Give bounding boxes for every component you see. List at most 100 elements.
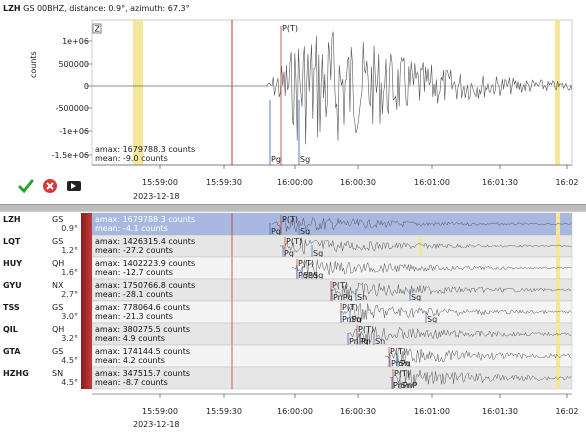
station-code: GTA (3, 347, 21, 356)
top-time-tick-label: 15:59:30 (206, 178, 242, 187)
trace-status-bar (81, 279, 92, 301)
toolbar (18, 177, 82, 195)
trace-amplitude-info: amax: 1402223.9 counts mean: -12.7 counts (95, 259, 195, 277)
trace-mean: mean: -12.7 counts (95, 268, 173, 277)
time-window-highlight (555, 20, 560, 165)
station-code: HUY (3, 259, 22, 268)
pick-label-sg: Sg (300, 155, 310, 164)
trace-row-label[interactable]: LZH GS 0.9° (0, 213, 92, 235)
trace-row-label[interactable]: GYU NX 2.7° (0, 279, 92, 301)
time-window-highlight (556, 323, 560, 345)
network-code: SN (52, 369, 64, 378)
pick-label-p-theory: P(T) (298, 259, 314, 268)
top-time-tick-label: 16:01:00 (414, 178, 450, 187)
top-time-tick-label: 16:00:00 (277, 178, 313, 187)
epicentral-distance: 0.9° (61, 224, 78, 233)
bottom-time-tick-label: 16:01:30 (482, 407, 518, 416)
epicentral-distance: 4.5° (61, 378, 78, 387)
next-button[interactable] (66, 178, 82, 194)
y-axis-label: counts (29, 51, 38, 78)
trace-waveform (279, 237, 572, 255)
trace-amax: amax: 1750766.8 counts (95, 281, 196, 290)
pick-label-phase: PnPnP (393, 381, 418, 390)
trace-row-label[interactable]: QIL QH 3.2° (0, 323, 92, 345)
trace-info: GS 00BHZ, distance: 0.9°, azimuth: 67.3° (23, 4, 190, 13)
trace-row[interactable]: P(T)Pg Sg (91, 234, 573, 258)
bottom-time-axis: 15:59:00 15:59:30 16:00:00 16:00:30 16:01:00… (92, 393, 579, 429)
top-amax: amax: 1679788.3 counts (95, 145, 195, 154)
trace-status-bar (81, 367, 92, 389)
station-code: TSS (3, 303, 20, 312)
top-time-tick-label: 16:00:30 (340, 178, 376, 187)
trace-row[interactable]: P(T)Pg Sg (91, 212, 573, 236)
pick-label-phase: Pg (271, 227, 281, 236)
checkmark-icon (18, 179, 34, 194)
trace-mean: mean: 4.9 counts (95, 334, 165, 343)
top-axis-date: 2023-12-18 (133, 192, 180, 201)
station-code: LQT (3, 237, 21, 246)
accept-button[interactable] (18, 178, 34, 194)
trace-amax: amax: 347515.7 counts (95, 369, 191, 378)
trace-amplitude-info: amax: 380275.5 counts mean: 4.9 counts (95, 325, 190, 343)
trace-row-label[interactable]: LQT GS 1.2° (0, 235, 92, 257)
epicentral-distance: 1.6° (61, 268, 78, 277)
trace-row-label[interactable]: TSS GS 3.0° (0, 301, 92, 323)
trace-amplitude-info: amax: 1426315.4 counts mean: -27.2 counts (95, 237, 195, 255)
pick-label-phase: Sg (300, 227, 310, 236)
y-tick-500000: 500000 (58, 60, 89, 69)
pick-label-phase: PnPg (391, 359, 411, 368)
epicentral-distance: 3.0° (61, 312, 78, 321)
top-time-tick-label: 16:01:30 (482, 178, 518, 187)
pick-label-p-theory: P(T) (282, 215, 298, 224)
time-window-highlight (419, 235, 422, 257)
trace-row-label[interactable]: HUY QH 1.6° (0, 257, 92, 279)
trace-waveform (271, 217, 572, 233)
time-window-highlight (556, 213, 560, 235)
trace-amax: amax: 1426315.4 counts (95, 237, 196, 246)
pick-label-phase: Sg (411, 293, 421, 302)
bottom-time-tick-label: 15:59:00 (142, 407, 178, 416)
y-tick-neg-1.5e+06: -1.5e+06 (52, 151, 89, 160)
trace-row-label[interactable]: GTA GS 4.5° (0, 345, 92, 367)
y-tick-neg-1e+06: -1e+06 (59, 127, 89, 136)
pick-label-phase: SgSg (303, 271, 323, 280)
zoom-toggle-button[interactable] (92, 23, 102, 34)
pick-label-phase: Sn (401, 381, 411, 390)
trace-amax: amax: 174144.5 counts (95, 347, 191, 356)
trace-amplitude-info: amax: 174144.5 counts mean: 4.2 counts (95, 347, 190, 365)
top-waveform (92, 31, 573, 145)
pick-label-phase: PnPg (349, 337, 369, 346)
trace-status-bar (81, 301, 92, 323)
pick-label-pg: Pg (271, 155, 281, 164)
pick-label-phase: PnPg (333, 293, 353, 302)
top-time-tick-label: 15:59:00 (142, 178, 178, 187)
trace-waveform (339, 302, 572, 321)
bottom-time-tick-label: 16:02 (555, 407, 578, 416)
cancel-icon (43, 179, 57, 193)
reject-button[interactable] (42, 178, 58, 194)
top-mean: mean: -9.0 counts (95, 154, 168, 163)
network-code: GS (52, 237, 64, 246)
trace-row-label[interactable]: HZHG SN 4.5° (0, 367, 92, 389)
network-code: GS (52, 303, 64, 312)
y-tick-1e+06: 1e+06 (62, 37, 89, 46)
pick-label-phase: Sn (375, 337, 385, 346)
pick-label-phase: Sn (351, 315, 361, 324)
network-code: GS (52, 347, 64, 356)
top-time-tick-label: 16:02 (555, 178, 578, 187)
bottom-time-tick-label: 16:00:00 (277, 407, 313, 416)
pick-label-phase: PgPg (298, 271, 318, 280)
pick-label-p-theory: P(T) (286, 237, 302, 246)
epicentral-distance: 1.2° (61, 246, 78, 255)
panel-splitter[interactable] (0, 204, 586, 212)
zoom-toggle-label: Z (95, 25, 101, 34)
top-panel[interactable]: P(T) Pg Sg counts 1e+06 500000 0 -500000… (29, 19, 573, 166)
trace-amplitude-info: amax: 1750766.8 counts mean: -28.1 counts (95, 281, 195, 299)
trace-row-background[interactable] (91, 366, 573, 390)
